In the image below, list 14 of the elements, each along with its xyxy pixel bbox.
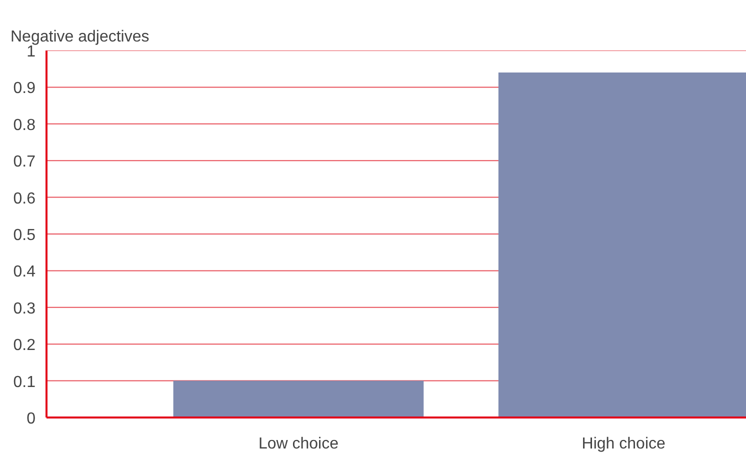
x-tick-label: High choice [582,436,666,452]
x-tick-label: Low choice [258,436,339,452]
y-tick-label: 0.2 [13,337,36,354]
y-tick-label: 0.9 [13,80,36,98]
y-tick-label: 0.1 [13,374,36,391]
y-tick-label: 0.4 [13,264,36,281]
y-tick-label: 0.8 [13,116,36,134]
y-tick-label: 0.6 [13,190,36,208]
y-tick-label: 0.3 [13,300,36,318]
y-tick-label: 0 [26,410,36,428]
y-tick-label: 0.7 [13,154,36,171]
y-axis-title: Negative adjectives [10,28,150,46]
y-tick-label: 0.5 [13,227,36,244]
y-tick-label: 1 [26,44,36,60]
